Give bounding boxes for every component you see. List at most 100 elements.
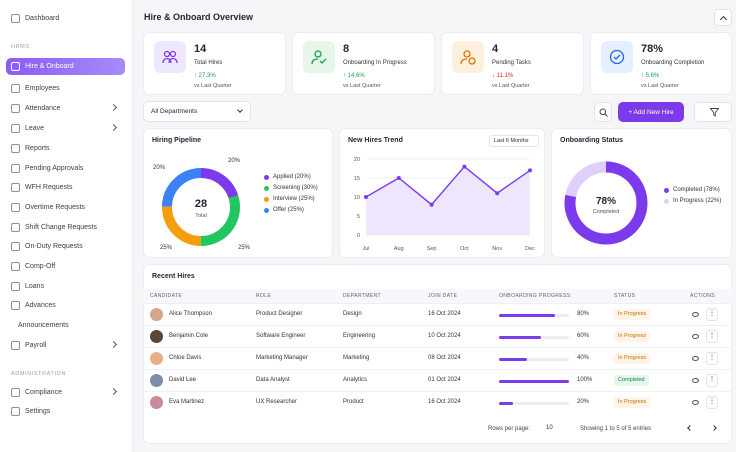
more-actions-button[interactable]: ⋮ <box>706 330 718 343</box>
search-button[interactable] <box>594 102 612 122</box>
sidebar-item-compliance[interactable]: Compliance <box>6 384 125 401</box>
progress-bar <box>499 314 569 317</box>
rows-per-page-select[interactable]: 10 <box>546 425 553 431</box>
y-tick-label: 5 <box>357 214 360 220</box>
table-row: David Lee Data Analyst Analytics 01 Oct 202… <box>143 369 732 391</box>
progress-bar <box>499 336 569 339</box>
x-tick-label: Nov <box>492 246 502 252</box>
sidebar-item-reports[interactable]: Reports <box>6 140 125 157</box>
data-point <box>495 191 500 196</box>
stat-label: Pending Tasks <box>492 60 531 66</box>
column-header: DEPARTMENT <box>343 293 381 299</box>
more-actions-button[interactable]: ⋮ <box>706 396 718 409</box>
filter-button[interactable] <box>694 102 732 122</box>
pipeline-legend: Applied (20%) Screening (30%) Interview … <box>264 174 318 218</box>
stat-value: 14 <box>194 43 207 55</box>
sidebar-item-shift-change[interactable]: Shift Change Requests <box>6 219 125 236</box>
payroll-icon <box>11 341 20 350</box>
column-header: CANDIDATE <box>150 293 183 299</box>
legend-dot <box>264 185 269 191</box>
stat-card-completion: 78% Onboarding Completion ↑ 5.6% vs Last… <box>590 32 732 95</box>
progress-bar <box>499 402 569 405</box>
y-tick-label: 10 <box>354 195 360 201</box>
stat-compare: vs Last Quarter <box>194 83 232 89</box>
sidebar-item-comp-off[interactable]: Comp-Off <box>6 258 125 275</box>
role-cell: Product Designer <box>256 311 303 317</box>
legend-item: Applied (20%) <box>264 174 318 180</box>
progress-value: 80% <box>577 311 590 317</box>
sidebar-item-announcements[interactable]: Announcements <box>18 322 69 329</box>
period-select[interactable]: Last 6 Months <box>489 135 539 147</box>
sidebar-item-hire-onboard[interactable]: Hire & Onboard <box>6 58 125 75</box>
avatar <box>150 308 163 321</box>
donut-slice <box>162 168 240 246</box>
trend-chart: 0 5 10 15 20 Jul Aug Sep Oct Nov Dec <box>354 157 535 252</box>
avatar <box>150 374 163 387</box>
more-actions-button[interactable]: ⋮ <box>706 374 718 387</box>
more-actions-button[interactable]: ⋮ <box>706 308 718 321</box>
data-point <box>462 164 467 169</box>
view-icon[interactable] <box>692 334 699 339</box>
progress-fill <box>499 358 527 361</box>
new-hires-trend-card: New Hires Trend Last 6 Months 0 5 10 15 20 Ju… <box>339 128 545 258</box>
more-actions-button[interactable]: ⋮ <box>706 352 718 365</box>
legend-dot <box>664 198 669 204</box>
onboarding-status-card: Onboarding Status 78% Completed Complete… <box>551 128 732 258</box>
stat-card-pending-tasks: 4 Pending Tasks ↓ 11.1% vs Last Quarter <box>441 32 584 95</box>
user-check-icon <box>303 41 335 73</box>
pipeline-donut: 28 Total 20% 25% 25% 20% <box>153 158 251 251</box>
sidebar-item-employees[interactable]: Employees <box>6 80 125 97</box>
sidebar-item-payroll[interactable]: Payroll <box>6 337 125 354</box>
stat-value: 8 <box>343 43 350 55</box>
collapse-button[interactable] <box>714 9 732 26</box>
sidebar-item-advances[interactable]: Advances <box>6 297 125 314</box>
role-cell: Marketing Manager <box>256 355 308 361</box>
candidate-name: David Lee <box>169 377 197 383</box>
progress-value: 60% <box>577 333 590 339</box>
filter-icon <box>710 108 719 117</box>
chevron-right-icon <box>109 340 118 349</box>
progress-fill <box>499 314 555 317</box>
y-tick-label: 0 <box>357 233 360 239</box>
sidebar-section-admin: ADMINISTRATION <box>11 371 67 377</box>
status-center-label: Completed <box>593 209 620 215</box>
sidebar-item-leave[interactable]: Leave <box>6 120 125 137</box>
sidebar-item-wfh-requests[interactable]: WFH Requests <box>6 179 125 196</box>
sidebar-item-pending-approvals[interactable]: Pending Approvals <box>6 160 125 177</box>
view-icon[interactable] <box>692 400 699 405</box>
pipeline-center-label: Total <box>195 213 207 219</box>
legend-item: Screening (30%) <box>264 185 318 191</box>
sidebar-item-dashboard[interactable]: Dashboard <box>6 10 125 27</box>
briefcase-icon <box>11 242 20 251</box>
status-center-value: 78% <box>596 196 616 207</box>
x-tick-label: Sep <box>427 246 437 252</box>
status-legend: Completed (78%) In Progress (22%) <box>664 187 721 209</box>
sidebar-item-settings[interactable]: Settings <box>6 403 125 420</box>
sidebar: Dashboard HRMS Hire & Onboard Employees … <box>0 0 133 452</box>
department-cell: Analytics <box>343 377 368 383</box>
pipeline-slice-label: 25% <box>160 245 173 251</box>
status-badge: In Progress <box>614 353 651 364</box>
role-cell: UX Researcher <box>256 399 298 405</box>
sidebar-item-overtime-requests[interactable]: Overtime Requests <box>6 199 125 216</box>
sidebar-section-hrms: HRMS <box>11 44 30 50</box>
department-cell: Engineering <box>343 333 376 339</box>
pipeline-slice-label: 25% <box>238 245 251 251</box>
chevron-right-icon <box>109 387 118 396</box>
trend-title: New Hires Trend <box>348 137 403 144</box>
stat-card-onboarding: 8 Onboarding In Progress ↑ 14.6% vs Last… <box>292 32 435 95</box>
add-new-hire-button[interactable]: + Add New Hire <box>618 102 684 122</box>
sidebar-item-loans[interactable]: Loans <box>6 278 125 295</box>
department-select[interactable]: All Departments <box>143 101 251 122</box>
role-cell: Software Engineer <box>256 333 306 339</box>
calendar-icon <box>11 124 20 133</box>
view-icon[interactable] <box>692 356 699 361</box>
sidebar-item-on-duty[interactable]: On-Duty Requests <box>6 238 125 255</box>
home-icon <box>11 183 20 192</box>
view-icon[interactable] <box>692 378 699 383</box>
progress-fill <box>499 402 513 405</box>
cash-icon <box>11 301 20 310</box>
sidebar-item-attendance[interactable]: Attendance <box>6 100 125 117</box>
view-icon[interactable] <box>692 312 699 317</box>
donut-slice <box>564 161 648 245</box>
